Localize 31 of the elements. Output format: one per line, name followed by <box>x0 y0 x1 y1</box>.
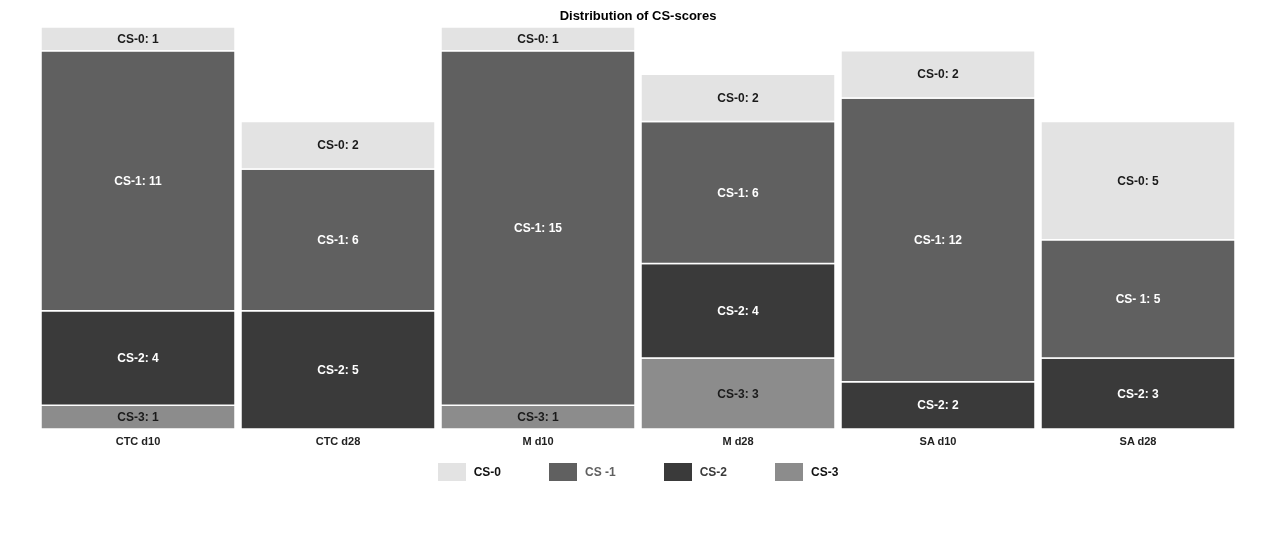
data-label: CS-2: 4 <box>717 303 759 318</box>
x-tick-label: SA d10 <box>919 434 957 447</box>
data-label: CS-1: 12 <box>913 232 963 247</box>
data-label: CS-1: 11 <box>114 173 162 188</box>
data-label: CS-0: 5 <box>1117 173 1159 188</box>
legend-label: CS-3 <box>811 465 839 479</box>
data-label: CS-0: 2 <box>917 67 959 82</box>
data-label: CS-3: 1 <box>517 410 559 425</box>
data-label: CS-0: 2 <box>317 138 359 153</box>
data-label: CS-1: 6 <box>317 232 359 247</box>
data-label: CS-1: 15 <box>513 221 563 235</box>
data-label: CS-1: 6 <box>717 185 759 200</box>
x-tick-label: M d10 <box>522 434 554 447</box>
data-label: CS-0: 1 <box>117 31 159 46</box>
legend-label: CS-2 <box>699 465 728 479</box>
x-tick-label: SA d28 <box>1119 434 1157 447</box>
chart-title: Distribution of CS-scores <box>558 8 718 23</box>
text: CS -1 <box>584 465 616 479</box>
data-label: CS-2: 5 <box>317 362 359 377</box>
x-tick-label: CTC d10 <box>115 434 161 447</box>
data-label: CS-0: 2 <box>717 90 759 105</box>
data-label: CS- 1: 5 <box>1115 291 1161 306</box>
data-label: CS-0: 1 <box>517 31 559 46</box>
data-label: CS-3: 1 <box>117 410 159 425</box>
data-label: CS-2: 2 <box>917 398 959 413</box>
x-tick-label: M d28 <box>722 434 754 447</box>
data-label: CS-3: 3 <box>717 386 759 401</box>
legend-label: CS-0 <box>473 465 501 479</box>
data-label: CS-2: 4 <box>117 351 159 366</box>
x-tick-label: CTC d28 <box>315 434 361 447</box>
data-label: CS-2: 3 <box>1117 386 1159 401</box>
